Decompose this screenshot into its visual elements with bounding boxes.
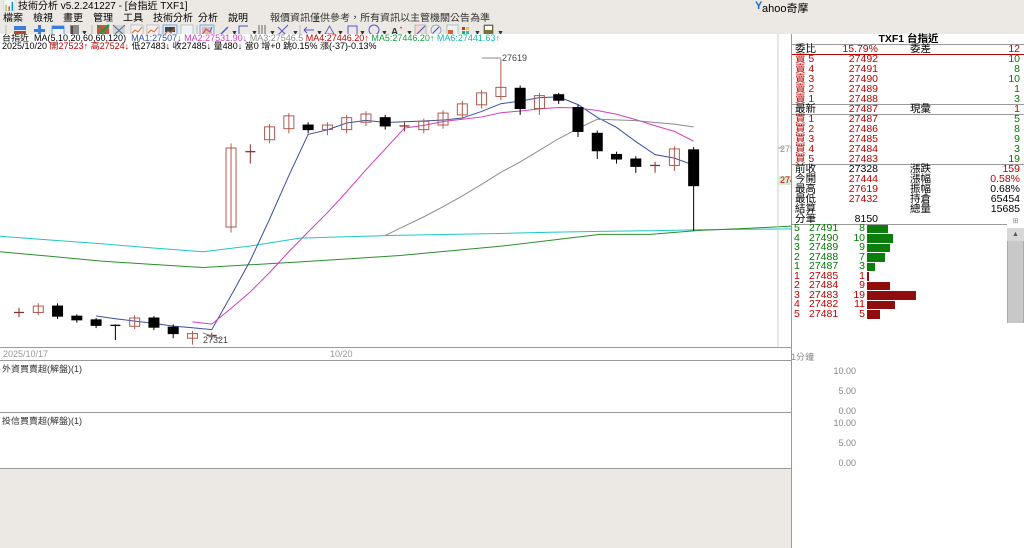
- svg-text:•: •: [400, 26, 402, 32]
- svg-text:27321: 27321: [203, 335, 228, 345]
- svg-text:27619: 27619: [502, 53, 527, 63]
- svg-text:27522: 27522: [780, 144, 791, 154]
- svg-text:27485: 27485: [780, 175, 791, 185]
